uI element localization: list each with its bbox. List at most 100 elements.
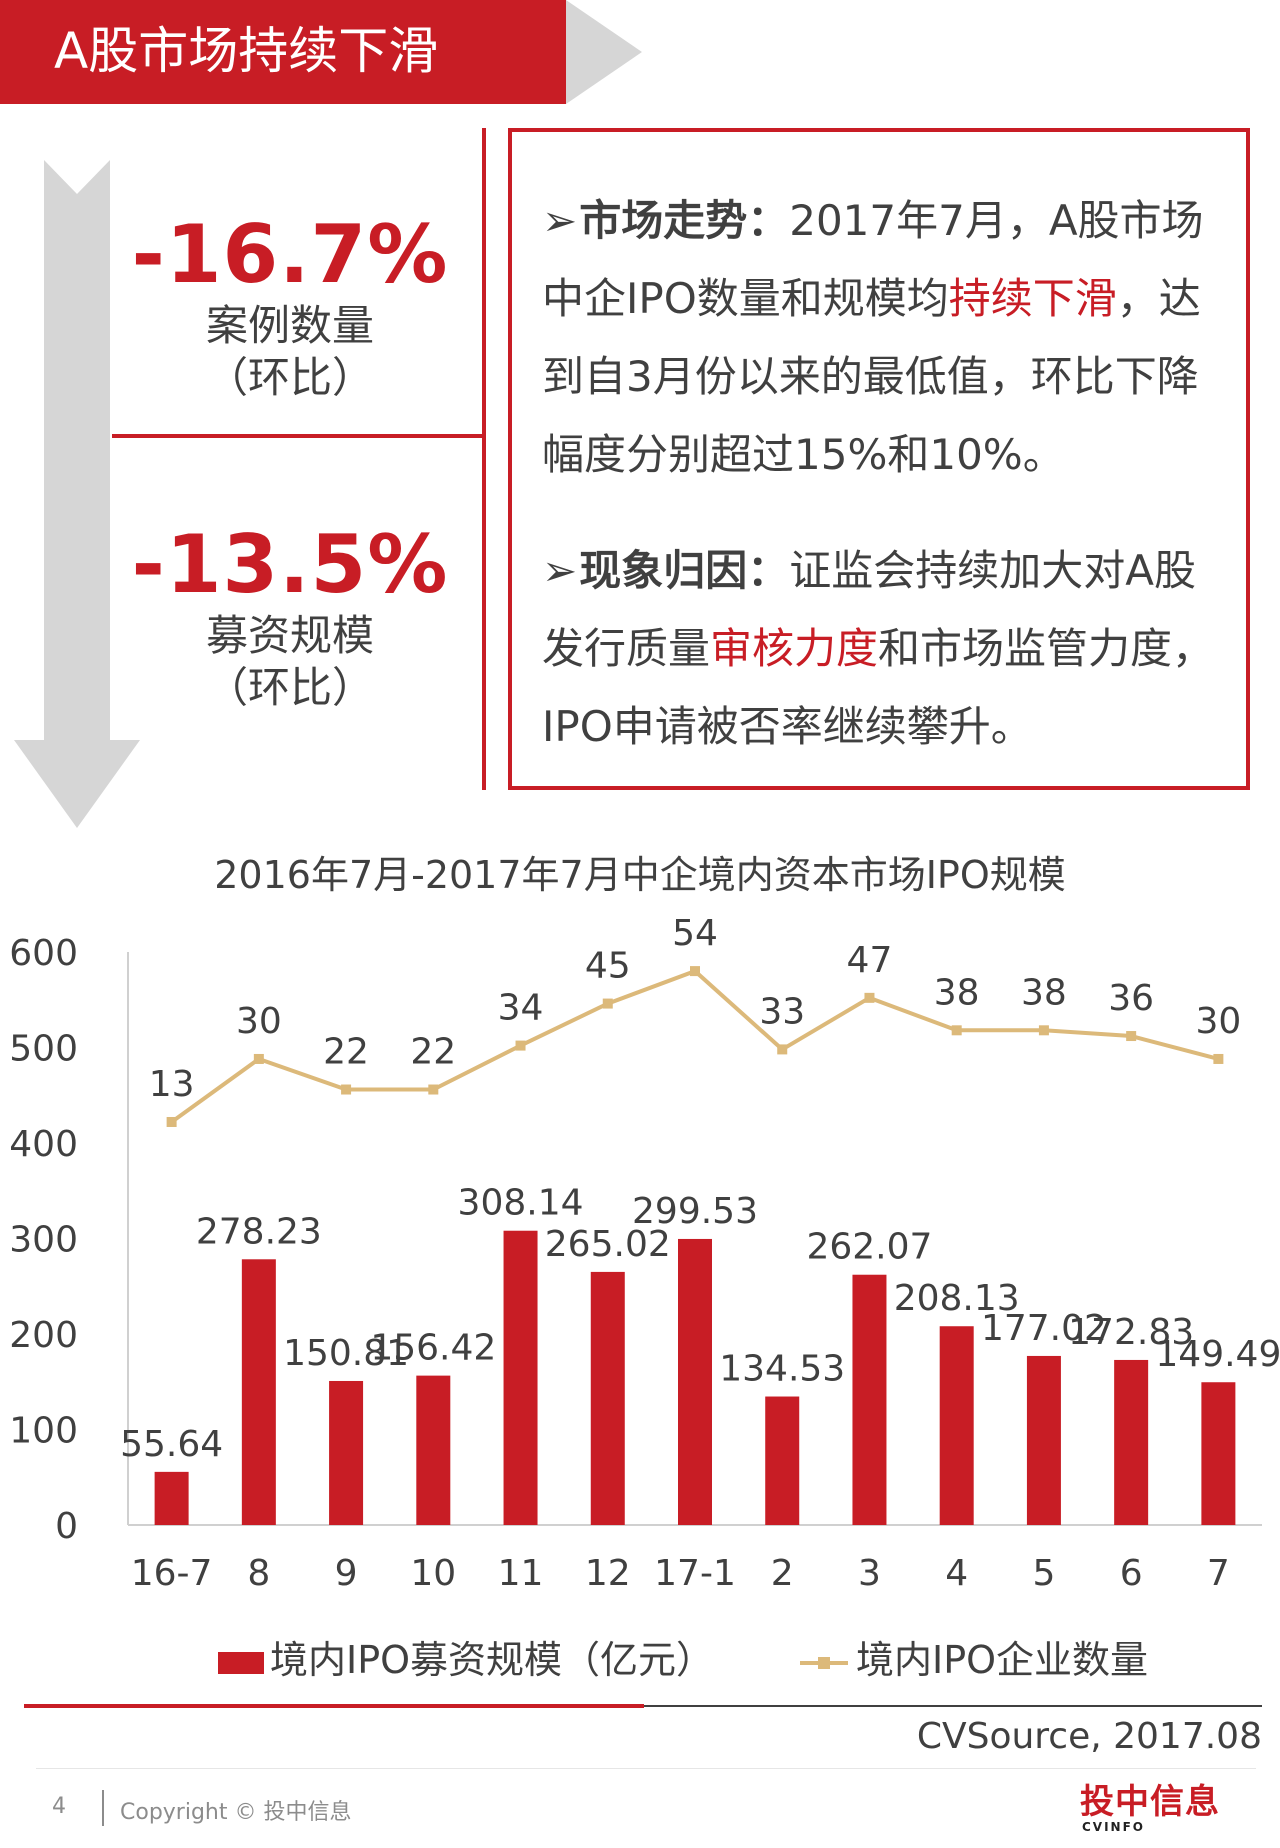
- line-point: [341, 1084, 352, 1095]
- x-tick-label: 11: [498, 1553, 544, 1594]
- line-data-labels: 13 30 22 22 34 45 54 33 47 38 38 36 30: [149, 913, 1242, 1105]
- x-tick-label: 5: [1032, 1553, 1055, 1594]
- line-value-label: 30: [1195, 1001, 1241, 1042]
- brand-logo: 投中信息 CVINFO: [1080, 1782, 1230, 1834]
- bar-value-label: 177.02: [981, 1308, 1107, 1349]
- bar-value-label: 156.42: [370, 1328, 496, 1369]
- line-value-label: 22: [410, 1032, 456, 1073]
- bar: [678, 1238, 712, 1525]
- bar: [1026, 1355, 1061, 1525]
- bar-value-label: 262.07: [806, 1227, 932, 1268]
- x-tick-label: 17-1: [654, 1553, 736, 1594]
- line-point: [166, 1116, 177, 1127]
- line-point: [428, 1084, 439, 1095]
- line-point: [1126, 1031, 1137, 1042]
- y-tick-label: 200: [9, 1315, 78, 1356]
- kpi-funds-sub: （环比）: [205, 663, 374, 712]
- bar: [241, 1259, 276, 1525]
- kpi-cases-label: 案例数量: [205, 301, 374, 350]
- bar-value-label: 149.49: [1155, 1334, 1280, 1375]
- y-axis-ticks: 0 100 200 300 400 500 600: [9, 933, 78, 1547]
- line-point: [864, 992, 875, 1003]
- source-rule: [644, 1705, 1262, 1707]
- kpi-cases-value: -16.7%: [131, 208, 449, 301]
- ipo-chart: 2016年7月-2017年7月中企境内资本市场IPO规模 0 100 200 300 4…: [9, 853, 1280, 1594]
- bar-series: [154, 1230, 1236, 1525]
- y-tick-label: 600: [9, 933, 78, 974]
- kpi-divider: [112, 434, 484, 438]
- line-value-label: 38: [934, 972, 980, 1013]
- market-trend-paragraph: ➢市场走势：2017年7月，A股市场中企IPO数量和规模均持续下滑，达到自3月份…: [542, 182, 1232, 494]
- source-rule-accent: [24, 1704, 644, 1708]
- bar: [939, 1326, 974, 1525]
- page-number: 4: [52, 1794, 66, 1819]
- kpi-funds-label: 募资规模: [205, 611, 374, 660]
- line-value-label: 13: [149, 1064, 195, 1105]
- line-point: [690, 966, 700, 977]
- bar-value-label: 150.81: [283, 1333, 409, 1374]
- legend-bar-label: 境内IPO募资规模（亿元）: [270, 1638, 715, 1682]
- bar: [765, 1396, 800, 1525]
- bar: [852, 1274, 887, 1525]
- bullet-arrow-icon: ➢: [542, 196, 578, 245]
- line-value-label: 30: [236, 1001, 282, 1042]
- bar: [590, 1271, 625, 1525]
- kpi-funds-value: -13.5%: [131, 518, 449, 611]
- down-arrow-icon: [14, 160, 140, 828]
- footer-rule: [36, 1768, 1256, 1769]
- x-tick-label: 2: [771, 1553, 794, 1594]
- x-tick-label: 3: [858, 1553, 881, 1594]
- line-series: [166, 966, 1224, 1127]
- logo-subtext: CVINFO: [1082, 1820, 1145, 1834]
- market-trend-highlight: 持续下滑: [948, 274, 1117, 323]
- source-note: CVSource, 2017.08: [916, 1716, 1262, 1757]
- header-arrow-icon: [566, 0, 642, 104]
- cause-highlight: 审核力度: [710, 624, 879, 673]
- market-trend-text-a: 2017年7月，A股市场中企IPO数量和规模均: [542, 196, 1204, 323]
- line-point: [951, 1025, 962, 1036]
- section-title: A股市场持续下滑: [54, 22, 439, 80]
- bar: [416, 1375, 451, 1525]
- bar-value-label: 208.13: [894, 1278, 1020, 1319]
- bar-value-label: 265.02: [545, 1224, 671, 1265]
- line-value-label: 54: [672, 913, 718, 954]
- market-trend-lead: 市场走势：: [579, 196, 790, 245]
- y-tick-label: 400: [9, 1124, 78, 1165]
- x-axis-ticks: 16-7 8 9 10 11 12 17-1 2 3 4 5 6 7: [131, 1553, 1230, 1594]
- bar: [1201, 1382, 1236, 1525]
- x-tick-label: 16-7: [131, 1553, 213, 1594]
- line-point: [1038, 1025, 1049, 1036]
- bullet-arrow-icon: ➢: [542, 546, 578, 595]
- kpi-cases-sub: （环比）: [205, 353, 374, 402]
- y-tick-label: 100: [9, 1411, 78, 1452]
- copyright-text: Copyright © 投中信息: [120, 1800, 352, 1825]
- legend-line-marker: [818, 1657, 830, 1669]
- line-point: [1213, 1053, 1224, 1064]
- chart-legend: 境内IPO募资规模（亿元） 境内IPO企业数量: [0, 1630, 1280, 1690]
- line-point: [253, 1053, 264, 1064]
- legend-line-label: 境内IPO企业数量: [856, 1638, 1149, 1682]
- line-value-label: 47: [847, 940, 893, 981]
- bar-value-label: 134.53: [719, 1349, 845, 1390]
- line-point: [777, 1044, 788, 1055]
- legend-bar-swatch: [218, 1652, 264, 1674]
- panel-divider: [482, 128, 486, 790]
- bar: [154, 1471, 189, 1525]
- cause-text-a: 证监会持续加大对A股发行质量: [542, 546, 1196, 673]
- x-tick-label: 9: [335, 1553, 358, 1594]
- x-tick-label: 10: [410, 1553, 456, 1594]
- logo-wordmark: 投中信息: [1080, 1782, 1220, 1822]
- line-value-label: 38: [1021, 972, 1067, 1013]
- bar: [1114, 1359, 1149, 1525]
- y-tick-label: 300: [9, 1220, 78, 1261]
- line-value-label: 34: [498, 988, 544, 1029]
- bar-value-label: 308.14: [458, 1183, 584, 1224]
- line-value-label: 45: [585, 946, 631, 987]
- cause-text-b: 和市场监管力度，IPO申请被否率继续攀升。: [542, 624, 1215, 751]
- y-tick-label: 500: [9, 1029, 78, 1070]
- bar-value-label: 55.64: [120, 1424, 223, 1465]
- line-value-label: 22: [323, 1032, 369, 1073]
- line-value-label: 36: [1108, 978, 1154, 1019]
- x-tick-label: 12: [585, 1553, 631, 1594]
